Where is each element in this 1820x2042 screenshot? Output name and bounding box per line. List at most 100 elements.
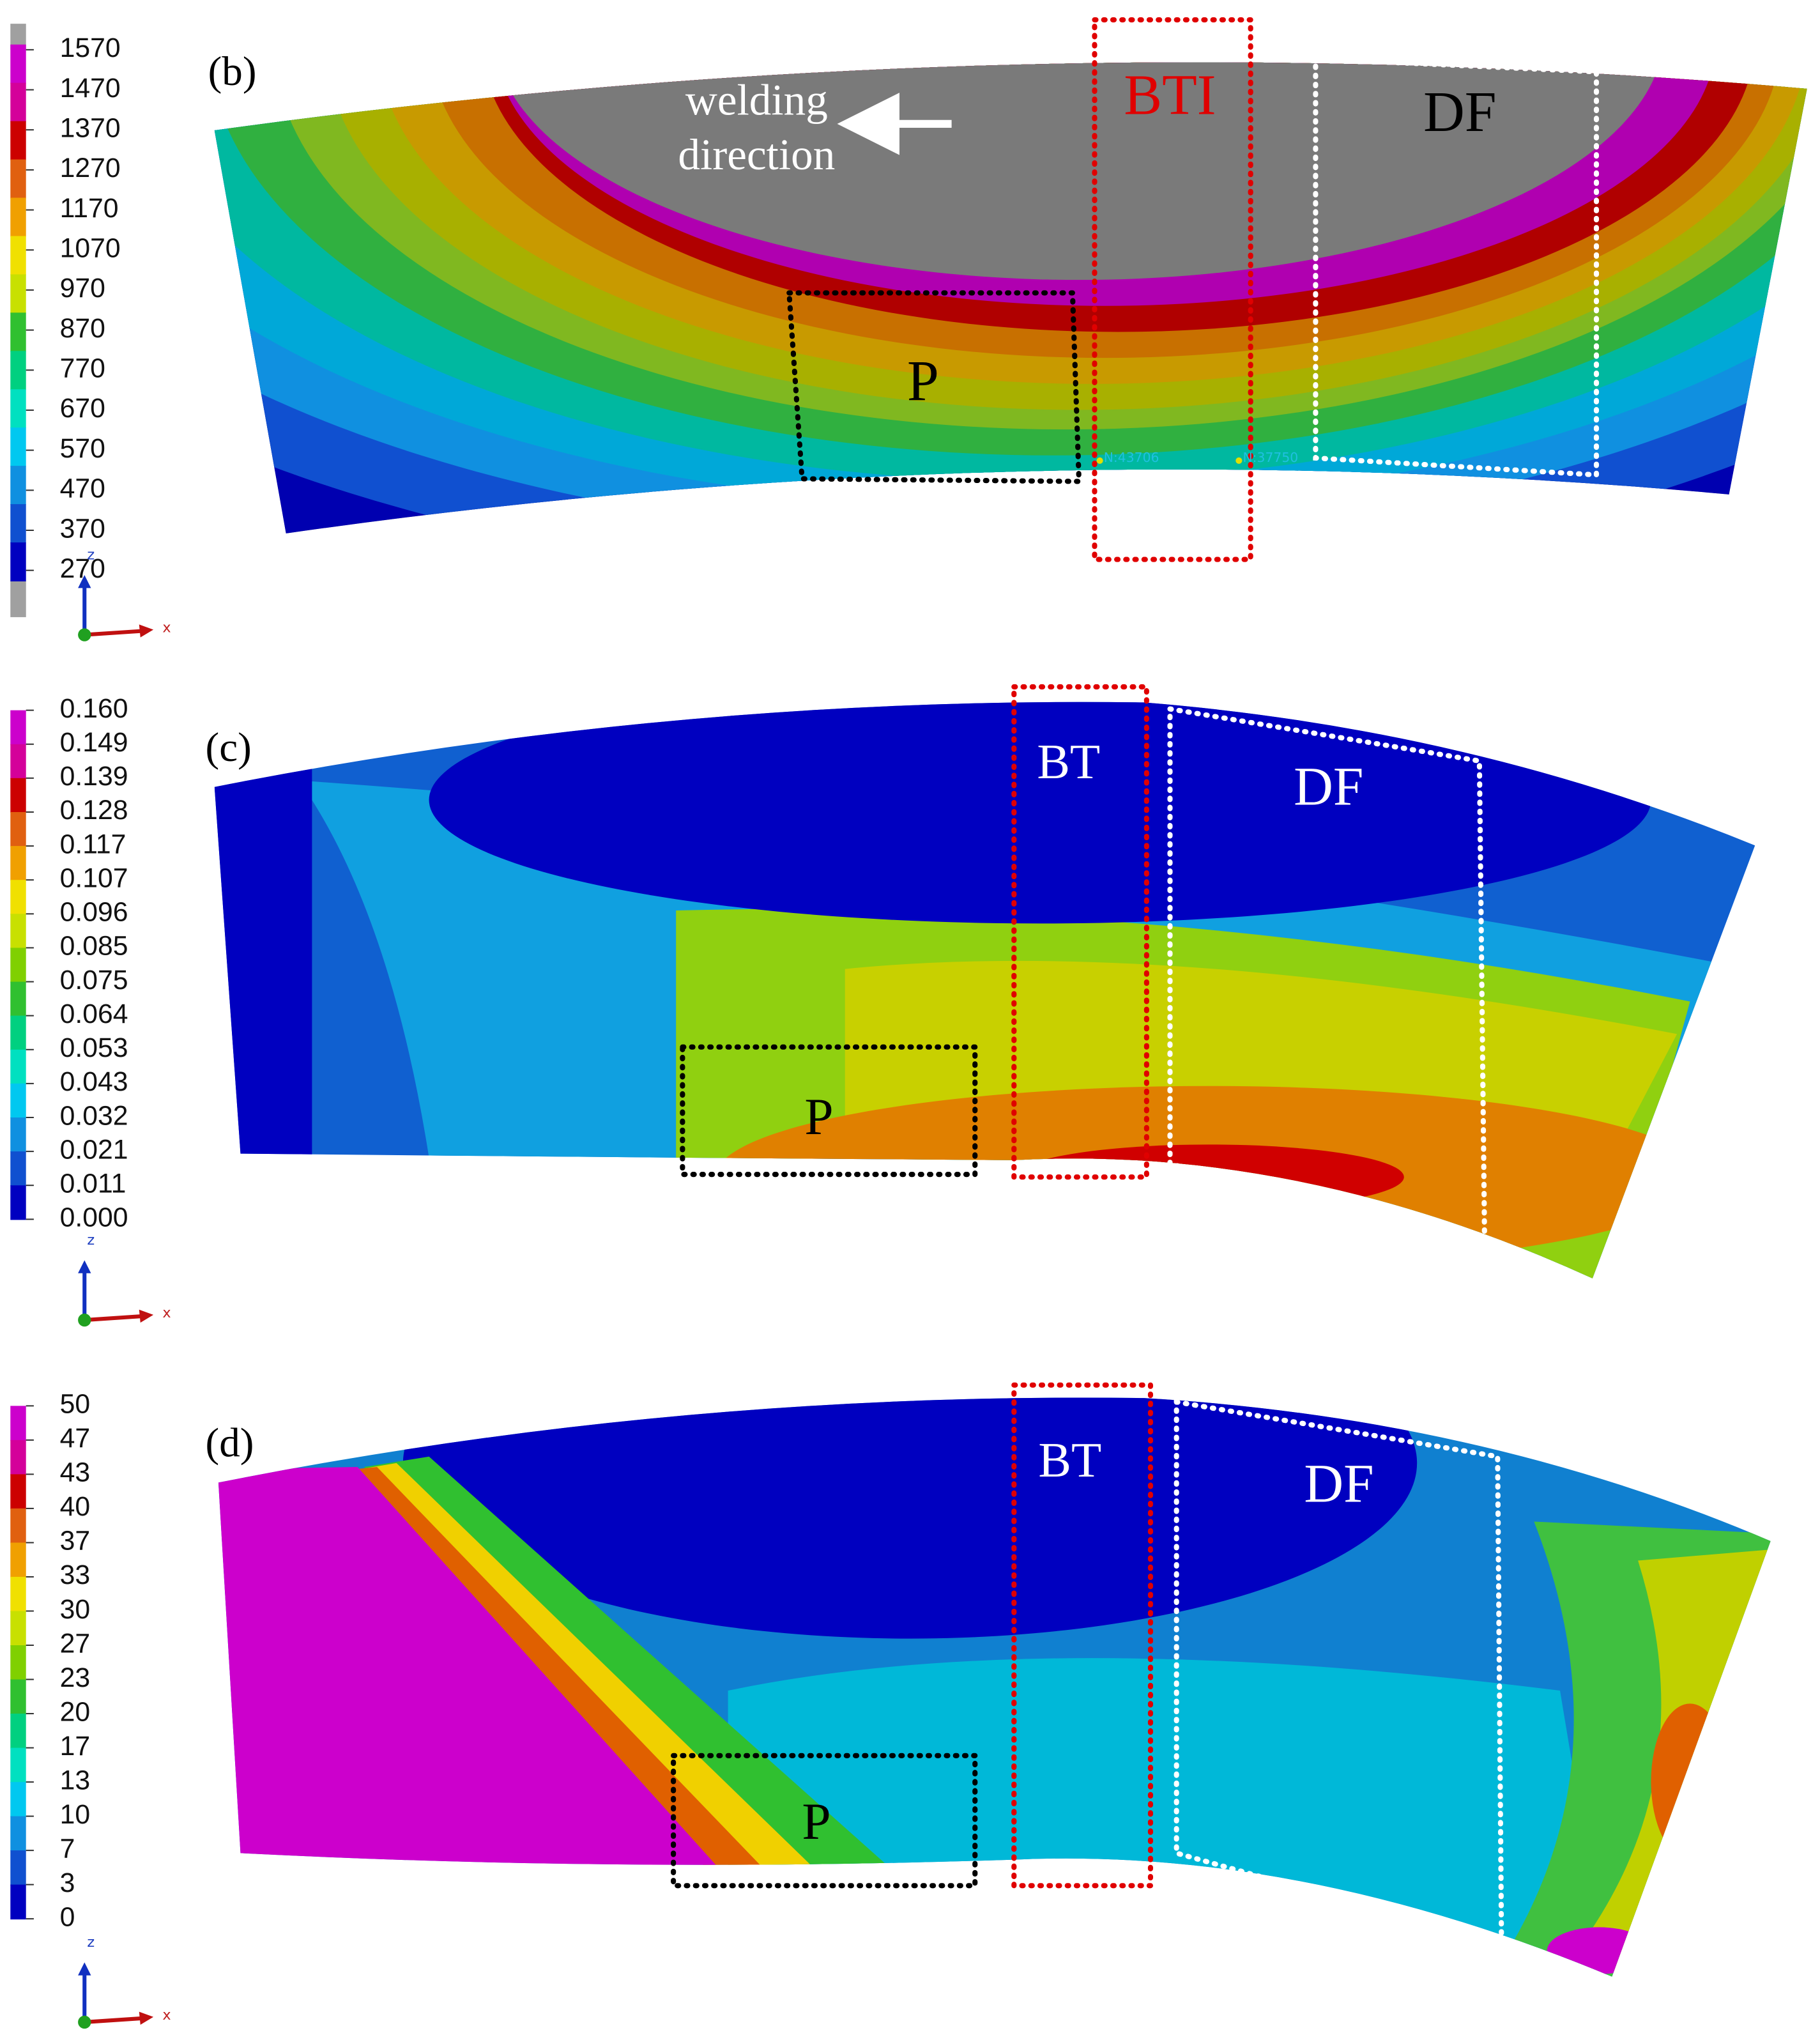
legend-label: 0.149: [60, 727, 128, 758]
legend-label: 0.043: [60, 1066, 128, 1097]
legend-swatch: [10, 1542, 26, 1578]
legend-swatch: [10, 1185, 26, 1220]
legend-swatch: [10, 1117, 26, 1153]
region-label: BT: [1037, 734, 1100, 789]
legend-swatch: [10, 1679, 26, 1715]
legend-swatch: [10, 82, 26, 122]
legend-swatch: [10, 778, 26, 813]
legend-label: 13: [60, 1765, 91, 1795]
legend-label: 0.107: [60, 863, 128, 893]
legend-label: 43: [60, 1457, 91, 1488]
legend-label: 47: [60, 1423, 91, 1454]
legend-label: 1470: [60, 73, 121, 104]
legend-label: 17: [60, 1731, 91, 1762]
legend-label: 0.117: [60, 829, 126, 859]
legend-label: 0.000: [60, 1202, 128, 1233]
contour-d: [218, 1397, 1771, 1977]
legend-label: 10: [60, 1799, 91, 1830]
legend-swatch: [10, 236, 26, 275]
legend-label: 1070: [60, 233, 121, 264]
legend-label: 0.075: [60, 965, 128, 995]
legend-swatch: [10, 1439, 26, 1475]
legend-label: 27: [60, 1628, 91, 1659]
node-marker: [1096, 457, 1103, 464]
legend-label: 0.053: [60, 1033, 128, 1063]
legend-swatch: [10, 197, 26, 237]
legend-swatch: [10, 1747, 26, 1783]
axis-label: x: [162, 1305, 171, 1321]
panel-label: (c): [206, 725, 252, 771]
legend-label: 0: [60, 1901, 75, 1932]
axis-z-head: [78, 1962, 91, 1976]
legend-label: 870: [60, 313, 105, 344]
legend-label: 370: [60, 513, 105, 544]
axis-label: x: [162, 620, 171, 636]
axis-x-arrow: [84, 1314, 144, 1323]
legend-label: 0.085: [60, 931, 128, 962]
legend-swatch: [10, 1508, 26, 1544]
legend-swatch: [10, 466, 26, 505]
legend-label: 1570: [60, 33, 121, 63]
axis-origin: [78, 1313, 91, 1327]
legend-label: 0.139: [60, 761, 128, 792]
axis-label: z: [87, 1934, 95, 1951]
legend-label: 1270: [60, 153, 121, 183]
legend-label: 3: [60, 1868, 75, 1898]
axis-x-head: [139, 2011, 154, 2025]
direction-label: welding: [685, 75, 828, 125]
legend-swatch: [10, 1782, 26, 1817]
region-label: P: [802, 1792, 830, 1850]
legend-label: 0.011: [60, 1169, 126, 1199]
region-boxes: [671, 17, 1600, 1948]
legend-swatch: [10, 1474, 26, 1509]
legend-swatch: [10, 44, 26, 84]
legend-label: 670: [60, 393, 105, 424]
legend-label: 770: [60, 353, 105, 384]
legend-label: 270: [60, 553, 105, 584]
legend-swatch: [10, 880, 26, 915]
legend-label: 40: [60, 1491, 91, 1522]
legend-swatch: [10, 846, 26, 881]
axis-label: x: [162, 2007, 171, 2023]
panel-label: (d): [206, 1420, 254, 1466]
legend-label: 7: [60, 1833, 75, 1864]
legend-swatch: [10, 744, 26, 779]
legend-label: 1170: [60, 193, 119, 224]
axis-label: z: [87, 1232, 95, 1248]
region-label: BTI: [1124, 63, 1216, 127]
axis-x-arrow: [84, 629, 144, 637]
legend-swatch: [10, 914, 26, 949]
region-label: BT: [1038, 1432, 1101, 1487]
axis-z-head: [78, 1260, 91, 1273]
legend-label: 970: [60, 273, 105, 303]
axis-x-head: [139, 624, 154, 638]
legend-swatch: [10, 542, 26, 581]
legend-swatch: [10, 1850, 26, 1885]
legend-label: 0.064: [60, 999, 128, 1029]
direction-label: direction: [678, 130, 835, 179]
legend-swatch: [10, 1576, 26, 1612]
legend-swatch: [10, 121, 26, 160]
axis-origin: [78, 628, 91, 641]
region-label: DF: [1304, 1454, 1373, 1514]
node-label: N:43706: [1104, 450, 1159, 465]
legend-swatch: [10, 1884, 26, 1920]
legend-swatch: [10, 1151, 26, 1186]
legend-label: 30: [60, 1594, 91, 1625]
contour-b: [214, 62, 1807, 534]
legend-label: 20: [60, 1696, 91, 1727]
axis-label: z: [87, 547, 95, 564]
legend-swatch: [10, 312, 26, 352]
legend-swatch: [10, 1714, 26, 1749]
legend-label: 0.096: [60, 897, 128, 928]
legend-label: 0.021: [60, 1134, 128, 1165]
legend-label: 33: [60, 1560, 91, 1590]
legend-swatch: [10, 427, 26, 467]
region-label: DF: [1294, 757, 1363, 817]
legend-label: 37: [60, 1526, 91, 1556]
legend-swatch: [10, 580, 26, 617]
legend-label: 50: [60, 1389, 91, 1420]
region-label: P: [907, 349, 939, 413]
